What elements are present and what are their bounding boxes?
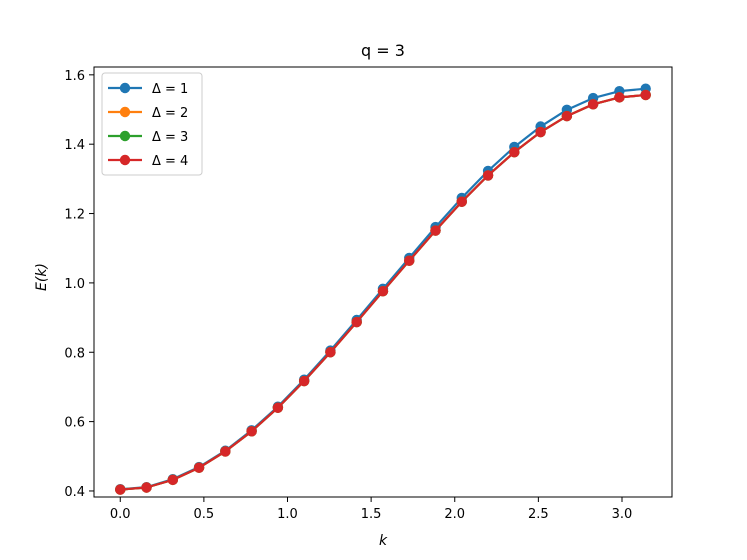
data-point-s4-14: [482, 170, 494, 181]
y-tick-label: 1.6: [64, 69, 85, 84]
legend: Δ = 1 Δ = 2 Δ = 3 Δ = 4: [101, 72, 203, 176]
data-point-s4-18: [587, 99, 599, 110]
y-tick-label: 1.0: [64, 277, 85, 292]
legend-label-1: Δ = 1: [152, 82, 188, 97]
x-tick-label: 2.5: [528, 507, 549, 522]
data-point-s4-19: [614, 92, 625, 103]
data-point-s4-0: [115, 484, 126, 495]
x-tick-label: 0.5: [194, 507, 215, 522]
data-point-s4-17: [561, 110, 573, 122]
legend-label-2: Δ = 2: [152, 106, 188, 121]
x-tick-label: 3.0: [612, 507, 633, 522]
data-point-s4-6: [272, 402, 284, 413]
y-tick-label: 0.6: [64, 416, 85, 431]
x-tick-label: 1.0: [277, 507, 298, 522]
data-point-s4-12: [430, 225, 441, 236]
data-point-s4-13: [456, 196, 467, 207]
y-tick-label: 0.4: [64, 485, 85, 500]
data-point-s4-7: [298, 375, 310, 387]
x-tick-label: 1.5: [361, 507, 382, 522]
data-point-s4-2: [167, 474, 179, 486]
y-tick-label: 1.4: [64, 138, 85, 153]
y-tick-label: 1.2: [64, 208, 85, 223]
legend-marker-3: [119, 130, 131, 142]
legend-label-4: Δ = 4: [152, 154, 188, 169]
chart-title: q = 3: [361, 41, 405, 60]
data-point-s4-16: [535, 126, 546, 138]
plot-layer: [115, 83, 651, 495]
x-tick-label: 0.0: [110, 507, 131, 522]
data-point-s4-20: [640, 89, 651, 101]
data-point-s4-4: [220, 446, 231, 457]
legend-box: [101, 72, 203, 176]
legend-marker-2: [119, 106, 131, 118]
legend-marker-4: [119, 154, 131, 166]
axes-frame: [93, 66, 673, 498]
data-point-s4-9: [351, 316, 362, 328]
data-point-s4-10: [377, 286, 389, 297]
legend-label-3: Δ = 3: [152, 130, 188, 145]
axes-layer: 0.0 0.5 1.0 1.5 2.0 2.5 3.0 0.4 0.6 0.8 1.0 1.2 1.4 1…: [64, 66, 673, 522]
data-point-s4-1: [141, 482, 152, 493]
x-tick-label: 2.0: [444, 507, 465, 522]
legend-marker-1: [119, 82, 131, 94]
y-tick-label: 0.8: [64, 346, 85, 361]
x-axis-label: k: [379, 533, 388, 549]
data-point-s4-8: [325, 347, 336, 358]
data-point-s4-3: [193, 462, 205, 473]
y-axis-label: E(k): [34, 263, 50, 291]
data-point-s4-15: [509, 146, 520, 158]
data-point-s4-11: [404, 255, 415, 266]
data-point-s4-5: [246, 426, 257, 437]
